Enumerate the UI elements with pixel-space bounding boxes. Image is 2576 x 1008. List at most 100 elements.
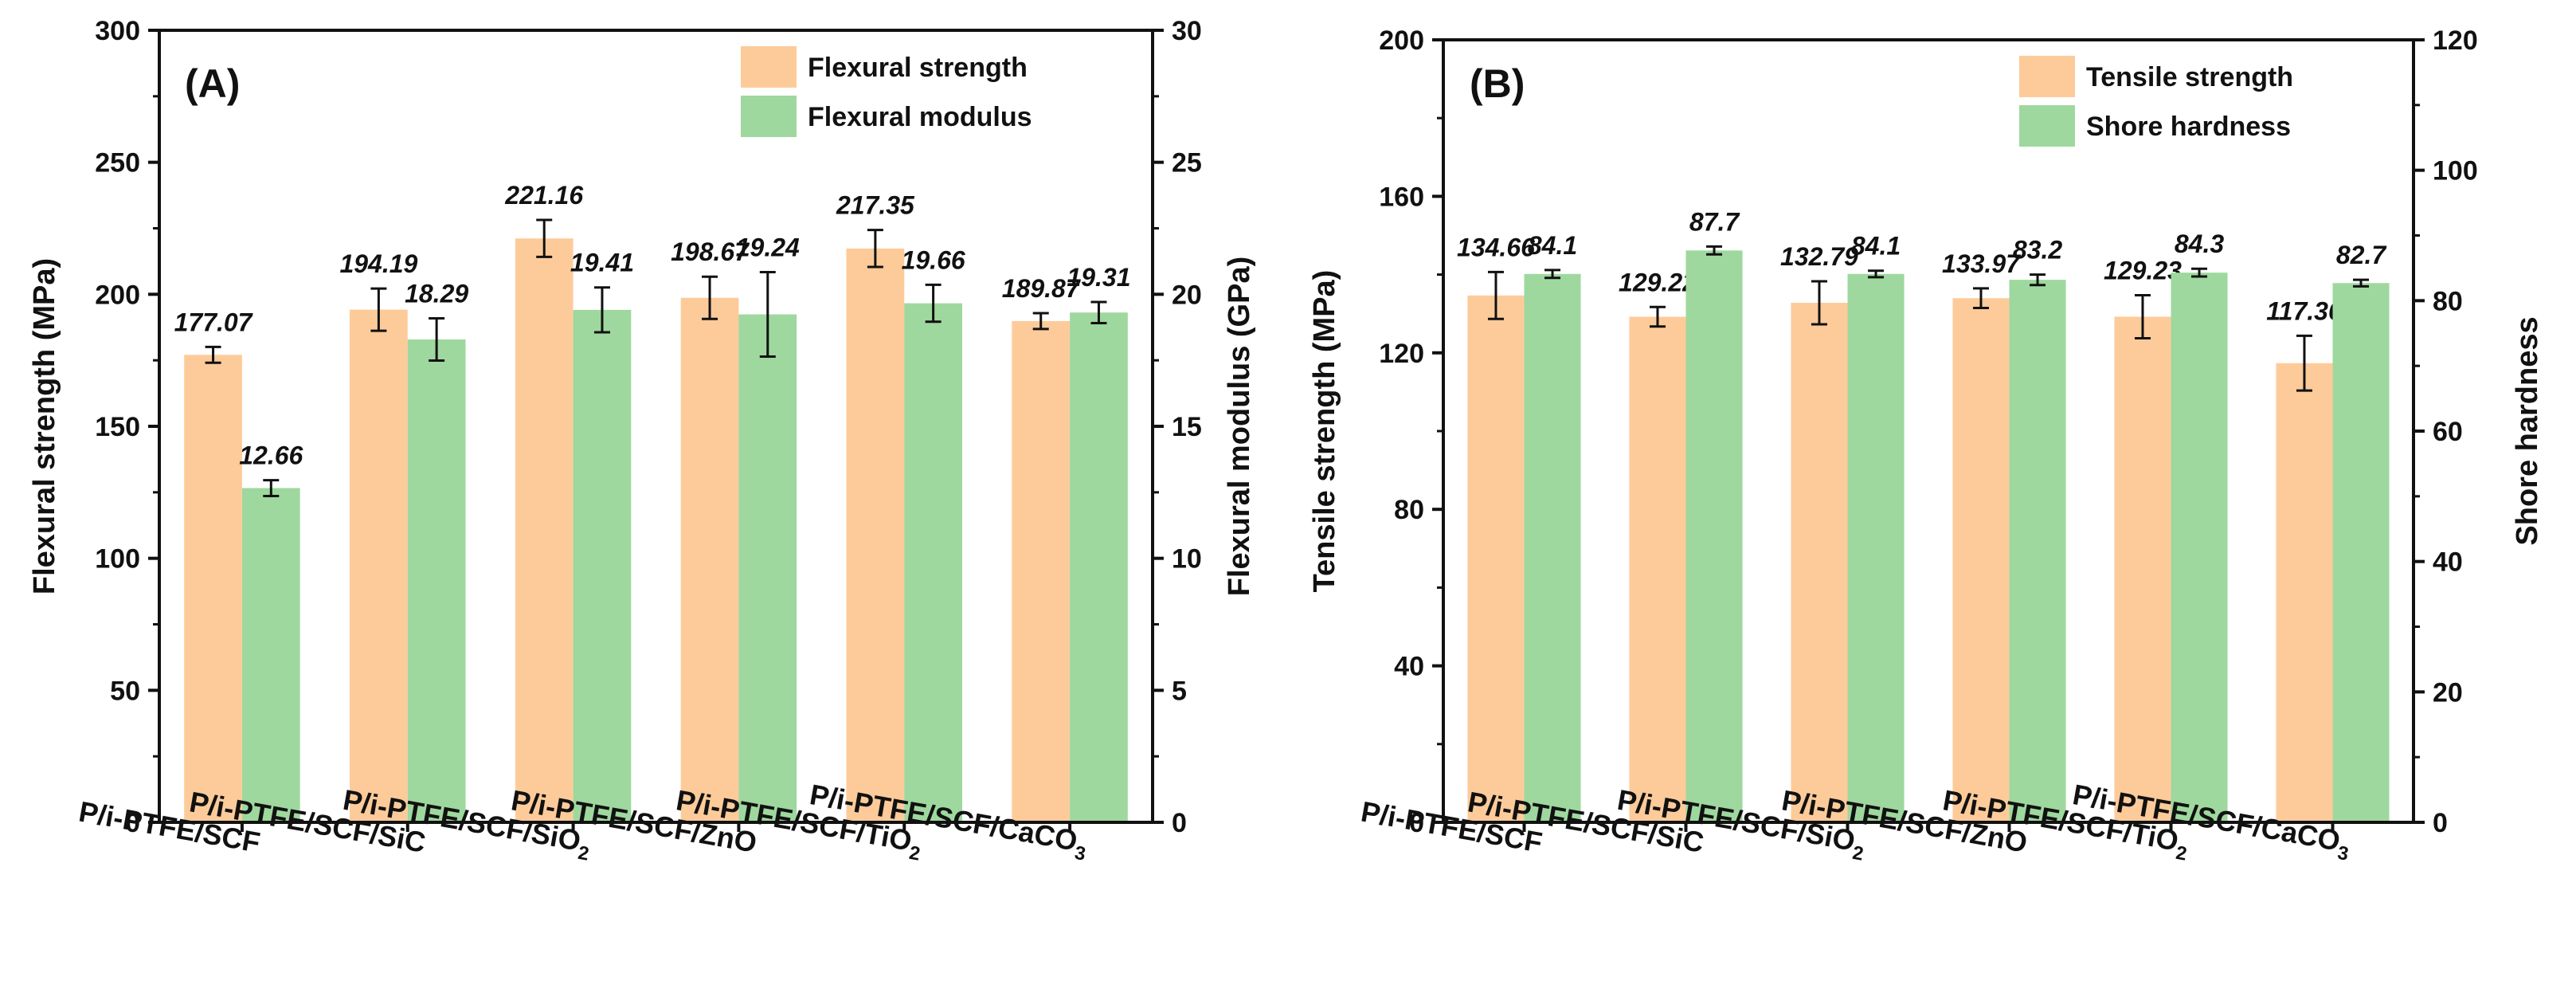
category-label-subscript: 2 <box>907 842 922 865</box>
data-label: 132.79 <box>1780 242 1858 271</box>
error-bar <box>263 479 280 497</box>
right-axis-tick-label: 10 <box>1172 544 1202 575</box>
error-bar <box>593 286 610 334</box>
data-label: 83.2 <box>2013 236 2062 265</box>
data-label: 84.1 <box>1528 231 1577 260</box>
left-axis-tick-label: 100 <box>95 544 140 575</box>
right-axis-tick-label: 100 <box>2433 156 2478 186</box>
right-axis-tick-label: 15 <box>1172 412 1202 442</box>
left-axis-tick-label: 200 <box>1379 25 1424 56</box>
error-bar <box>2296 334 2312 392</box>
right-axis-tick-label: 0 <box>2433 808 2448 838</box>
panel-a-flexural-chart: 177.07 194.19 221.16 198.67 217.35 189.87 12.6… <box>28 16 1256 865</box>
left-axis-tick-label: 0 <box>1409 808 1424 838</box>
bar-secondary <box>2009 280 2066 822</box>
legend-label: Tensile strength <box>2086 62 2293 92</box>
data-label: 19.66 <box>902 245 965 274</box>
data-label: 117.36 <box>2266 296 2343 325</box>
data-label: 84.1 <box>1851 232 1901 261</box>
bar-primary <box>1629 316 1686 822</box>
panel-label: (A) <box>185 61 240 106</box>
bar-secondary <box>407 339 466 822</box>
data-label: 87.7 <box>1689 207 1740 236</box>
bar-secondary <box>573 309 632 823</box>
error-bar <box>370 287 387 332</box>
data-label: 177.07 <box>174 308 254 336</box>
legend: Tensile strength Shore hardness <box>2019 56 2293 147</box>
error-bar <box>702 275 718 320</box>
right-axis-tick-label: 30 <box>1172 16 1202 46</box>
error-bar <box>429 316 445 362</box>
right-axis-title: Shore hardness <box>2511 316 2544 545</box>
error-bar <box>1487 270 1504 320</box>
bar-primary <box>515 238 574 822</box>
bar-secondary <box>241 488 300 822</box>
category-label-subscript: 2 <box>1851 842 1865 865</box>
error-bar <box>1972 287 1989 309</box>
left-axis-tick-label: 160 <box>1379 182 1424 212</box>
right-axis-tick-label: 80 <box>2433 286 2463 316</box>
data-label: 84.3 <box>2175 229 2224 258</box>
error-bar <box>205 345 221 364</box>
bar-primary <box>2114 316 2171 822</box>
right-axis-tick-label: 5 <box>1172 676 1187 706</box>
bar-primary <box>1791 303 1848 822</box>
data-label: 129.22 <box>1619 268 1697 296</box>
error-bar <box>1032 312 1049 331</box>
left-axis-tick-label: 300 <box>95 16 140 46</box>
data-label: 19.31 <box>1067 263 1130 292</box>
bar-secondary <box>904 303 962 823</box>
legend-swatch-secondary <box>741 96 797 137</box>
panel-b-tensile-hardness-chart: 134.66 129.22 132.79 133.97 129.23 117.36 84.1… <box>1308 25 2544 865</box>
error-bar <box>1544 269 1561 280</box>
bar-secondary <box>738 314 797 823</box>
bar-primary <box>846 248 905 822</box>
data-label: 12.66 <box>239 441 303 470</box>
error-bar <box>536 218 553 258</box>
legend: Flexural strength Flexural modulus <box>741 46 1032 137</box>
error-bar <box>1649 305 1666 328</box>
left-axis-tick-label: 0 <box>125 808 140 838</box>
error-bar <box>2134 293 2151 339</box>
legend-swatch-primary <box>741 46 797 88</box>
data-label: 189.87 <box>1002 274 1082 303</box>
right-axis-tick-label: 120 <box>2433 25 2478 56</box>
data-label: 198.67 <box>671 237 750 266</box>
data-label: 134.66 <box>1457 233 1535 261</box>
category-label-subscript: 3 <box>1073 842 1087 865</box>
right-axis-tick-label: 20 <box>2433 677 2463 708</box>
left-axis-tick-label: 80 <box>1394 495 1424 525</box>
legend-swatch-secondary <box>2019 105 2075 147</box>
left-axis-tick-label: 40 <box>1394 652 1424 682</box>
data-label: 18.29 <box>405 279 468 308</box>
left-axis-tick-label: 250 <box>95 148 140 178</box>
bar-primary <box>680 297 739 822</box>
left-axis-tick-label: 120 <box>1379 339 1424 369</box>
error-bar <box>1090 300 1107 324</box>
error-bar <box>2353 278 2370 288</box>
data-label: 133.97 <box>1942 249 2022 278</box>
data-label: 82.7 <box>2336 241 2387 269</box>
right-axis-tick-label: 25 <box>1172 148 1202 178</box>
plot-frame <box>158 29 1154 824</box>
left-axis-title: Tensile strength (MPa) <box>1308 270 1341 593</box>
legend-swatch-primary <box>2019 56 2075 97</box>
error-bar <box>1868 269 1885 279</box>
error-bar <box>925 283 942 324</box>
bar-secondary <box>2332 283 2390 822</box>
left-axis-tick-label: 200 <box>95 280 140 310</box>
category-label-subscript: 2 <box>2175 842 2189 865</box>
bar-secondary <box>1847 273 1905 822</box>
right-axis-tick-label: 0 <box>1172 808 1187 838</box>
data-label: 19.24 <box>736 233 800 262</box>
bar-primary <box>2276 363 2333 822</box>
data-label: 129.23 <box>2104 256 2182 284</box>
legend-label: Shore hardness <box>2086 112 2291 142</box>
bar-primary <box>1952 298 2010 823</box>
right-axis-title: Flexural modulus (GPa) <box>1223 257 1256 597</box>
bar-secondary <box>1685 250 1743 822</box>
error-bar <box>1811 280 1827 326</box>
right-axis-tick-label: 60 <box>2433 417 2463 447</box>
error-bar <box>759 271 776 359</box>
